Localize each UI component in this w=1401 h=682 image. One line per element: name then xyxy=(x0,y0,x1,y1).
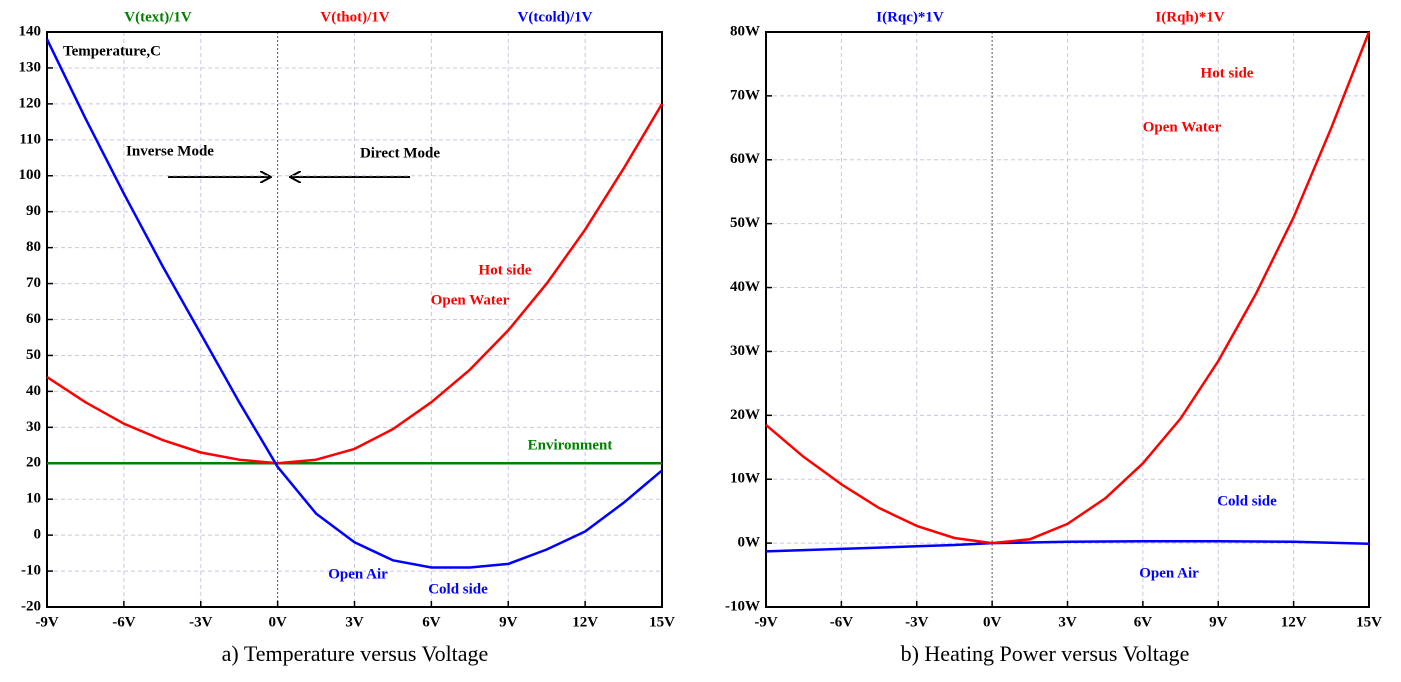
y-tick-label: 100 xyxy=(19,167,42,183)
x-tick-label: 12V xyxy=(572,614,598,630)
x-tick-label: 9V xyxy=(499,614,518,630)
y-tick-label: 70 xyxy=(26,275,41,291)
series-line xyxy=(46,103,664,465)
y-tick-label: 60W xyxy=(730,151,760,167)
y-tick-label: 0 xyxy=(34,527,42,543)
x-tick-label: -9V xyxy=(754,614,777,630)
y-tick-label: 120 xyxy=(19,95,42,111)
annotation: Environment xyxy=(528,437,613,453)
plot-frame xyxy=(765,31,1370,608)
plot-frame xyxy=(46,31,663,608)
y-tick-label: 70W xyxy=(730,87,760,103)
annotation: Direct Mode xyxy=(360,145,440,161)
series-line xyxy=(45,38,663,569)
legend-entry: V(text)/1V xyxy=(124,9,192,25)
annotation: Temperature,C xyxy=(63,43,161,59)
y-tick-label: 60 xyxy=(26,311,41,327)
series-line xyxy=(765,539,1370,553)
legend-entry: V(tcold)/1V xyxy=(518,9,593,25)
x-tick-label: -6V xyxy=(112,614,135,630)
y-tick-label: 30W xyxy=(730,343,760,359)
caption: b) Heating Power versus Voltage xyxy=(901,641,1190,666)
y-tick-label: 110 xyxy=(19,131,41,147)
y-tick-label: 0W xyxy=(738,535,761,551)
x-tick-label: 12V xyxy=(1281,614,1307,630)
y-tick-label: 80W xyxy=(730,23,760,39)
x-tick-label: -3V xyxy=(905,614,928,630)
x-tick-label: 15V xyxy=(649,614,675,630)
x-tick-label: 15V xyxy=(1356,614,1382,630)
y-tick-label: 50W xyxy=(730,215,760,231)
x-tick-label: 3V xyxy=(345,614,364,630)
y-tick-label: 50 xyxy=(26,347,41,363)
x-tick-label: 0V xyxy=(268,614,287,630)
y-tick-label: 40 xyxy=(26,383,41,399)
x-tick-label: 3V xyxy=(1058,614,1077,630)
y-tick-label: -10W xyxy=(725,598,760,614)
annotation: Open Water xyxy=(1143,119,1222,135)
annotation: Open Air xyxy=(1139,565,1199,581)
caption: a) Temperature versus Voltage xyxy=(222,641,489,666)
annotation: Cold side xyxy=(1217,493,1277,509)
legend-entry: I(Rqc)*1V xyxy=(876,9,944,25)
x-tick-label: -6V xyxy=(830,614,853,630)
y-tick-label: -10 xyxy=(21,563,41,579)
y-tick-label: 40W xyxy=(730,279,760,295)
y-tick-label: 80 xyxy=(26,239,41,255)
annotation: Cold side xyxy=(428,581,488,597)
y-tick-label: 20W xyxy=(730,407,760,423)
x-tick-label: 0V xyxy=(983,614,1002,630)
y-tick-label: 10 xyxy=(26,491,41,507)
y-tick-label: 10W xyxy=(730,471,760,487)
x-tick-label: 9V xyxy=(1209,614,1228,630)
x-tick-label: -9V xyxy=(35,614,58,630)
y-tick-label: 20 xyxy=(26,455,41,471)
y-tick-label: 140 xyxy=(19,23,42,39)
x-tick-label: -3V xyxy=(189,614,212,630)
annotation: Open Air xyxy=(328,566,388,582)
y-tick-label: 30 xyxy=(26,419,41,435)
series-line xyxy=(765,31,1371,545)
x-tick-label: 6V xyxy=(1134,614,1153,630)
y-tick-label: 130 xyxy=(19,59,42,75)
annotation: Hot side xyxy=(1201,65,1254,81)
annotation: Inverse Mode xyxy=(126,143,214,159)
legend-entry: V(thot)/1V xyxy=(320,9,389,25)
x-tick-label: 6V xyxy=(422,614,441,630)
annotation: Hot side xyxy=(479,262,532,278)
annotation: Open Water xyxy=(431,292,510,308)
legend-entry: I(Rqh)*1V xyxy=(1155,9,1224,25)
y-tick-label: 90 xyxy=(26,203,41,219)
y-tick-label: -20 xyxy=(21,598,41,614)
